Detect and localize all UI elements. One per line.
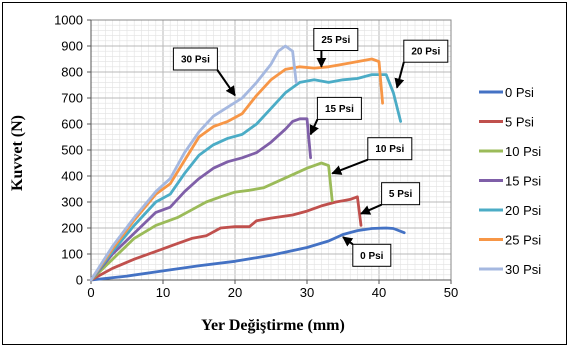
callout-arrow [331, 158, 369, 175]
callout-arrow [394, 61, 405, 89]
line-chart: 0 100 200 300 400 500 600 700 800 900 1000 0 10 20 30 4… [9, 13, 541, 335]
callout-label: 20 Psi [411, 47, 440, 58]
y-tick-label: 300 [61, 195, 83, 210]
y-tick-label: 1000 [54, 13, 83, 28]
y-tick-label: 600 [61, 117, 83, 132]
legend-label: 30 Psi [505, 262, 541, 277]
y-tick-label: 200 [61, 221, 83, 236]
callout-label: 5 Psi [389, 189, 413, 200]
legend: 0 Psi 5 Psi 10 Psi 15 Psi 20 Psi 25 Psi 30 Psi [479, 85, 541, 277]
series-line [89, 44, 298, 282]
callout-annotations: 30 Psi 25 Psi 20 Psi 15 Psi 10 Psi 5 Psi 0 Psi [172, 28, 449, 267]
callout-arrow [360, 203, 383, 215]
callout-label: 25 Psi [321, 35, 350, 46]
callout-label: 0 Psi [360, 251, 384, 262]
chart-frame: 0 100 200 300 400 500 600 700 800 900 1000 0 10 20 30 4… [2, 2, 567, 345]
callout-box [352, 243, 392, 267]
callout-box [367, 137, 413, 161]
y-tick-label: 400 [61, 169, 83, 184]
x-tick-label: 20 [228, 285, 242, 300]
y-tick-label: 800 [61, 65, 83, 80]
callout-label: 10 Psi [375, 144, 404, 155]
series-lines [89, 44, 406, 282]
callout-box [313, 28, 359, 51]
callout-arrow [342, 236, 354, 247]
series-line [89, 195, 363, 282]
x-axis-title: Yer Değiştirme (mm) [201, 317, 345, 334]
series-line [89, 117, 312, 282]
y-tick-label: 0 [76, 273, 83, 288]
callout-box [403, 39, 449, 63]
y-tick-label: 500 [61, 143, 83, 158]
series-line [89, 161, 334, 282]
callout-box [381, 182, 421, 206]
legend-label: 10 Psi [505, 144, 541, 159]
callout-box [172, 47, 218, 71]
series-line [89, 73, 402, 282]
callout-arrow [216, 69, 236, 97]
axes: 0 100 200 300 400 500 600 700 800 900 1000 0 10 20 30 4… [54, 13, 458, 301]
series-line [89, 226, 406, 282]
legend-label: 0 Psi [505, 85, 534, 100]
x-tick-label: 30 [300, 285, 314, 300]
callout-box [316, 96, 362, 120]
x-tick-label: 10 [156, 285, 170, 300]
callout-label: 30 Psi [181, 55, 210, 66]
y-axis-title: Kuvvet (N) [9, 115, 26, 191]
legend-label: 20 Psi [505, 203, 541, 218]
callout-arrow [309, 118, 319, 136]
y-tick-label: 900 [61, 39, 83, 54]
x-tick-label: 50 [444, 285, 458, 300]
legend-label: 5 Psi [505, 115, 534, 130]
grid-lines [90, 19, 452, 281]
y-tick-label: 700 [61, 91, 83, 106]
legend-label: 15 Psi [505, 174, 541, 189]
x-tick-label: 0 [87, 285, 94, 300]
legend-label: 25 Psi [505, 233, 541, 248]
y-tick-label: 100 [61, 247, 83, 262]
x-tick-label: 40 [372, 285, 386, 300]
callout-label: 15 Psi [325, 104, 354, 115]
series-line [89, 57, 384, 282]
